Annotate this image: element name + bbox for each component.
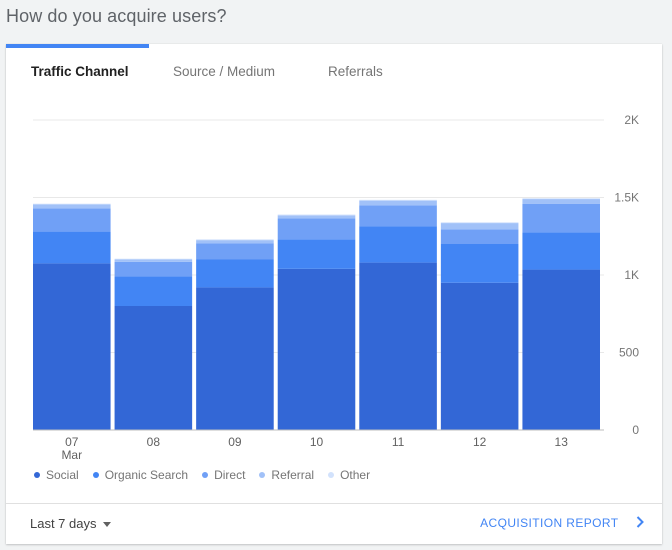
legend-label: Direct [214,468,246,482]
bar-segment-direct [522,203,600,233]
legend-swatch [34,471,40,478]
bar-segment-direct [114,261,193,277]
bar-segment-referral [196,240,274,244]
bar-segment-organic-search [277,239,356,269]
bar-segment-direct [196,243,274,260]
legend-label: Other [340,468,371,482]
caret-down-icon [102,522,111,528]
y-tick-label: 1.5K [614,191,639,205]
x-tick-label: 08 [147,435,161,449]
bar-segment-direct [33,208,111,232]
legend-item-other: Other [328,468,370,482]
chart-legend: Social Organic Search Direct Referral Other [34,468,384,484]
x-tick-label: 13 [555,435,569,449]
legend-swatch [328,471,335,478]
x-tick-label: 07 [65,435,79,449]
legend-label: Referral [271,468,315,482]
tab-bar: Traffic Channel Source / Medium Referral… [6,64,662,84]
legend-swatch [259,471,266,478]
bar-segment-social [359,262,437,430]
bar-segment-direct [277,218,356,240]
y-tick-label: 500 [619,346,639,360]
acquisition-report-label: ACQUISITION REPORT [480,516,619,530]
x-tick-label: 11 [392,435,405,449]
acquisition-card: Traffic Channel Source / Medium Referral… [6,44,662,544]
bar-segment-social [114,306,193,430]
bar-segment-referral [359,200,437,206]
bar-segment-other [196,239,274,241]
bar-segment-referral [114,259,193,262]
bar-segment-direct [440,229,519,244]
x-tick-label: 12 [473,435,487,449]
bar-segment-referral [440,223,519,230]
legend-item-organic-search: Organic Search [92,468,189,482]
y-tick-label: 2K [624,113,639,127]
card-accent-bar [6,44,149,48]
x-tick-label: 10 [310,435,324,449]
y-tick-label: 0 [632,423,639,437]
bar-segment-social [196,287,274,430]
tab-source-medium[interactable]: Source / Medium [173,64,276,79]
chevron-right-icon [636,516,644,531]
x-tick-label: 09 [228,435,242,449]
bar-segment-organic-search [522,232,600,270]
bar-segment-referral [33,204,111,209]
legend-item-referral: Referral [259,468,314,482]
bar-segment-organic-search [33,231,111,264]
section-heading: How do you acquire users? [6,6,227,26]
x-tick-sublabel: Mar [61,448,82,462]
date-range-label: Last 7 days [30,516,97,531]
legend-item-social: Social [34,468,79,482]
card-footer: Last 7 days ACQUISITION REPORT [6,503,662,544]
legend-item-direct: Direct [202,468,245,482]
legend-label: Organic Search [104,468,189,482]
bar-segment-other [359,199,437,201]
bar-segment-other [114,258,193,260]
acquisition-report-link[interactable]: ACQUISITION REPORT [480,516,644,531]
bar-segment-organic-search [114,276,193,306]
bar-segment-referral [277,215,356,219]
bar-segment-organic-search [359,226,437,263]
bar-segment-organic-search [440,244,519,283]
bar-segment-other [440,222,519,224]
traffic-channel-chart: 0 500 1K 1.5K 2K 07 Mar 08 09 10 11 12 13 [6,104,662,464]
tab-traffic-channel[interactable]: Traffic Channel [31,64,129,79]
bar-segment-other [33,203,111,205]
tab-referrals[interactable]: Referrals [328,64,383,79]
legend-swatch [92,471,99,478]
bar-segment-social [33,263,111,430]
bar-segment-organic-search [196,259,274,288]
bar-segment-direct [359,205,437,227]
legend-label: Social [46,468,79,482]
bar-segment-social [440,282,519,430]
date-range-dropdown[interactable]: Last 7 days [30,516,111,531]
legend-swatch [202,471,209,478]
y-tick-label: 1K [624,268,639,282]
bar-segment-other [522,198,600,200]
bar-segment-referral [522,199,600,204]
bar-segment-other [277,214,356,216]
bar-segment-social [277,268,356,430]
bar-segment-social [522,269,600,430]
